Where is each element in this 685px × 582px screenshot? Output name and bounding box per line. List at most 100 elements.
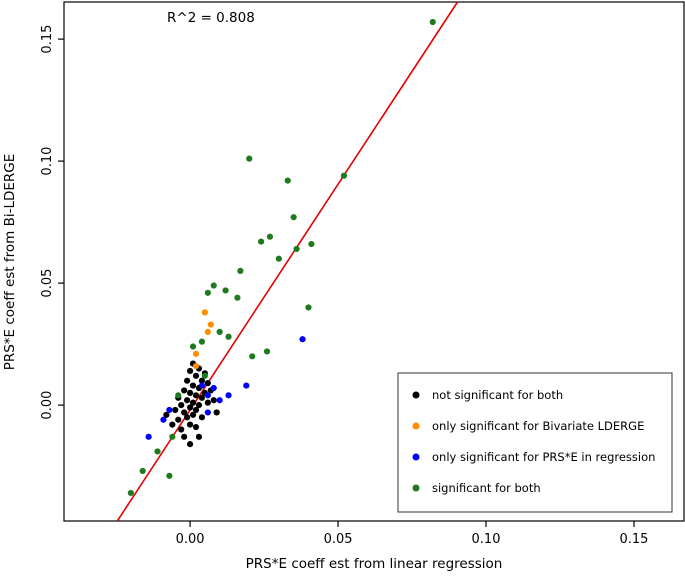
data-point (213, 409, 220, 416)
legend-label: significant for both (432, 481, 541, 495)
y-axis-label: PRS*E coeff est from Bi-LDERGE (2, 154, 18, 371)
legend-swatch (412, 453, 420, 461)
data-point (175, 416, 182, 423)
data-point (192, 350, 200, 357)
data-point (186, 389, 194, 396)
data-point (204, 289, 211, 296)
y-tick-label: 0.15 (40, 25, 55, 54)
data-point (308, 240, 315, 248)
legend-swatch (412, 422, 420, 430)
y-tick-label: 0.05 (40, 269, 55, 298)
data-point (178, 401, 185, 409)
data-point (198, 377, 206, 384)
data-point (249, 353, 256, 360)
data-point (166, 472, 173, 479)
data-point (195, 401, 203, 409)
data-point (201, 372, 208, 379)
data-point (222, 287, 229, 294)
data-point (184, 414, 191, 421)
data-point (127, 489, 134, 497)
y-tick-label: 0.10 (40, 147, 55, 176)
data-point (429, 18, 436, 26)
data-point (169, 433, 176, 440)
x-axis-label: PRS*E coeff est from linear regression (246, 556, 503, 572)
data-point (210, 282, 217, 289)
x-tick-label: 0.10 (472, 532, 501, 547)
data-point (184, 397, 191, 404)
data-point (210, 397, 217, 404)
data-point (139, 467, 146, 475)
data-point (184, 377, 191, 384)
data-point (189, 411, 197, 418)
x-tick-label: 0.15 (620, 532, 649, 547)
data-point (181, 387, 188, 394)
data-point (234, 294, 241, 301)
data-point (204, 399, 211, 406)
legend-label: only significant for Bivariate LDERGE (432, 419, 644, 433)
data-point (192, 406, 200, 414)
data-point (186, 441, 194, 448)
data-point (204, 380, 211, 387)
chart-dynamic-layer: 0.00 0.05 0.10 0.15 0.00 0.05 0.10 0.15 not sign… (40, 1, 685, 547)
y-tick-label: 0.00 (40, 391, 55, 420)
data-point (169, 421, 176, 428)
data-point (216, 328, 223, 335)
data-point (192, 392, 200, 399)
x-tick-label: 0.00 (176, 532, 205, 547)
r-squared-annotation: R^2 = 0.808 (167, 10, 255, 26)
data-point (263, 348, 271, 355)
data-point (293, 245, 300, 253)
data-point (195, 433, 203, 440)
data-point (192, 372, 200, 379)
data-point (216, 397, 223, 404)
data-point (243, 382, 250, 389)
data-point (225, 392, 232, 399)
data-point (189, 382, 197, 389)
data-point (266, 233, 274, 240)
legend-swatch (412, 391, 420, 399)
data-point (175, 392, 182, 399)
data-point (163, 411, 170, 418)
data-point (237, 267, 244, 274)
data-point (275, 255, 282, 262)
data-point (204, 392, 211, 399)
data-point (186, 421, 194, 428)
legend-box (397, 372, 673, 513)
data-point (166, 406, 173, 414)
data-point (204, 328, 211, 335)
legend-label: not significant for both (432, 388, 563, 402)
data-point (204, 409, 211, 416)
data-point (210, 384, 217, 392)
data-point (299, 336, 306, 343)
data-point (198, 414, 206, 421)
data-point (192, 362, 200, 370)
data-point (198, 338, 206, 345)
data-point (181, 433, 188, 440)
data-point (192, 423, 200, 431)
data-point (284, 177, 291, 184)
data-point (189, 399, 197, 406)
data-point (201, 309, 208, 316)
data-point (207, 321, 214, 328)
data-point (154, 448, 161, 455)
data-point (189, 343, 197, 350)
data-point (225, 333, 232, 340)
data-point (181, 409, 188, 416)
data-point (186, 404, 194, 411)
data-point (186, 367, 194, 375)
data-point (290, 214, 297, 221)
data-point (172, 406, 179, 414)
data-point (178, 426, 185, 433)
data-point (145, 433, 152, 440)
x-tick-label: 0.05 (324, 532, 353, 547)
data-point (340, 172, 348, 179)
legend-swatch (412, 484, 420, 492)
data-point (198, 382, 206, 389)
data-point (198, 394, 206, 401)
legend-label: only significant for PRS*E in regression (432, 450, 655, 464)
data-point (246, 155, 253, 162)
data-point (305, 304, 312, 311)
data-point (160, 416, 167, 423)
